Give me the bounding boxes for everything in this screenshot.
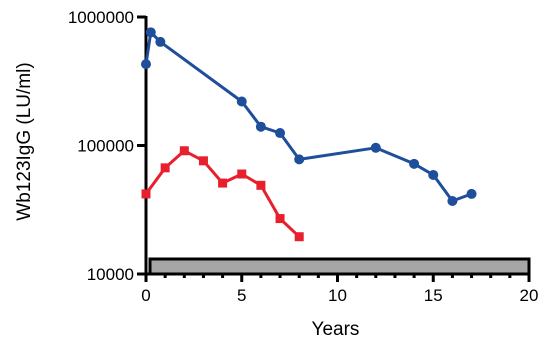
data-point (141, 59, 151, 70)
data-point (256, 180, 266, 190)
x-tick-label: 10 (328, 286, 347, 305)
treatment-band-layer (148, 257, 531, 276)
data-point (237, 169, 247, 179)
data-point (179, 146, 189, 156)
data-point (370, 142, 381, 153)
data-point (275, 214, 285, 224)
data-point (236, 96, 247, 107)
x-axis-title: Years (312, 319, 360, 340)
x-tick-label: 20 (520, 286, 539, 305)
y-axis-title: Wb123IgG (LU/ml) (14, 62, 35, 220)
x-tick-label: 0 (141, 286, 150, 305)
data-point (447, 195, 458, 206)
data-point (145, 27, 156, 38)
y-tick-label: 1000000 (68, 8, 134, 27)
y-tick-label: 100000 (77, 137, 134, 156)
data-point (275, 128, 286, 139)
data-point (294, 232, 304, 242)
data-point (409, 158, 420, 169)
data-point (198, 156, 208, 166)
data-point (160, 163, 170, 173)
series-1 (141, 27, 477, 206)
data-point (218, 178, 228, 188)
data-point (141, 189, 151, 199)
ticks: 0 5 10 15 20 10000 100000 1000000 (68, 8, 539, 305)
data-point (255, 121, 266, 132)
x-tick-label: 5 (237, 286, 246, 305)
series-line (144, 30, 473, 203)
x-tick-label: 15 (424, 286, 443, 305)
series-layer (141, 27, 477, 242)
data-point (294, 154, 305, 165)
series-2 (141, 146, 304, 242)
data-point (466, 188, 477, 199)
treatment-band (148, 257, 531, 276)
axes (144, 16, 530, 276)
data-point (155, 36, 166, 47)
data-point (428, 169, 439, 180)
y-tick-label: 10000 (87, 265, 134, 284)
